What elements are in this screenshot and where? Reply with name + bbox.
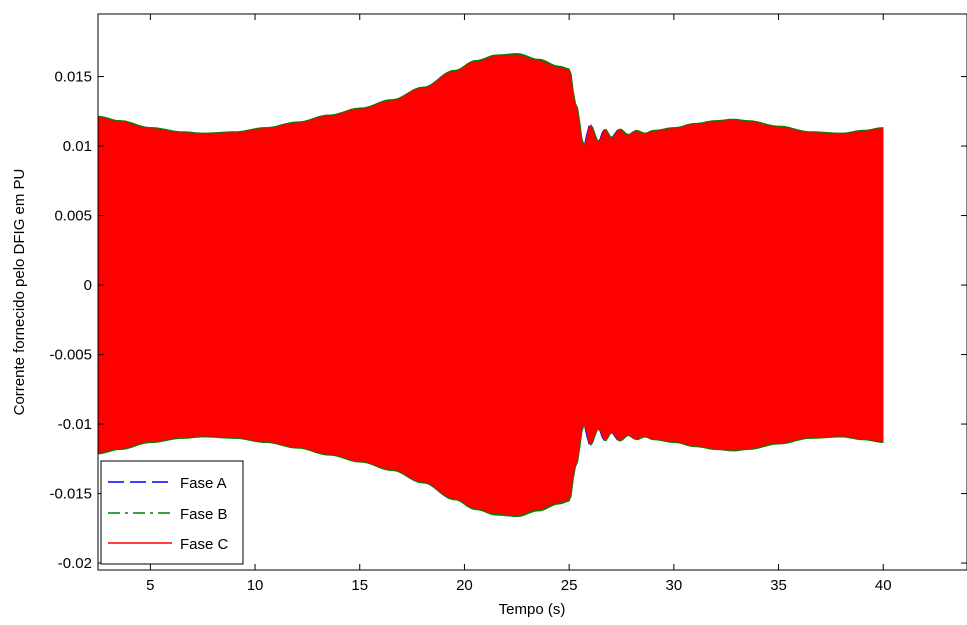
y-tick-label: -0.02: [58, 555, 92, 572]
plot-area-frame: [97, 13, 967, 571]
y-tick-label: 0.01: [63, 138, 92, 155]
x-tick-label: 25: [561, 577, 578, 594]
x-tick-label: 15: [351, 577, 368, 594]
y-tick-label: -0.01: [58, 416, 92, 433]
x-tick-label: 10: [247, 577, 264, 594]
y-axis-label: Corrente fornecido pelo DFIG em PU: [11, 169, 28, 416]
series-fase-c: [98, 54, 884, 516]
legend-box: [100, 460, 244, 565]
x-tick-label: 40: [875, 577, 892, 594]
legend-label-fase-b: Fase B: [180, 506, 228, 523]
y-tick-label: 0: [84, 277, 92, 294]
x-tick-label: 35: [770, 577, 787, 594]
legend-label-fase-c: Fase C: [180, 536, 229, 553]
x-tick-label: 20: [456, 577, 473, 594]
x-tick-label: 5: [146, 577, 154, 594]
y-tick-label: 0.005: [54, 208, 92, 225]
y-tick-label: 0.015: [54, 69, 92, 86]
x-axis-label: Tempo (s): [499, 601, 566, 618]
y-tick-label: -0.015: [49, 486, 92, 503]
legend-label-fase-a: Fase A: [180, 475, 227, 492]
y-tick-label: -0.005: [49, 347, 92, 364]
x-tick-label: 30: [665, 577, 682, 594]
legend: Fase A Fase B Fase C: [100, 460, 244, 565]
